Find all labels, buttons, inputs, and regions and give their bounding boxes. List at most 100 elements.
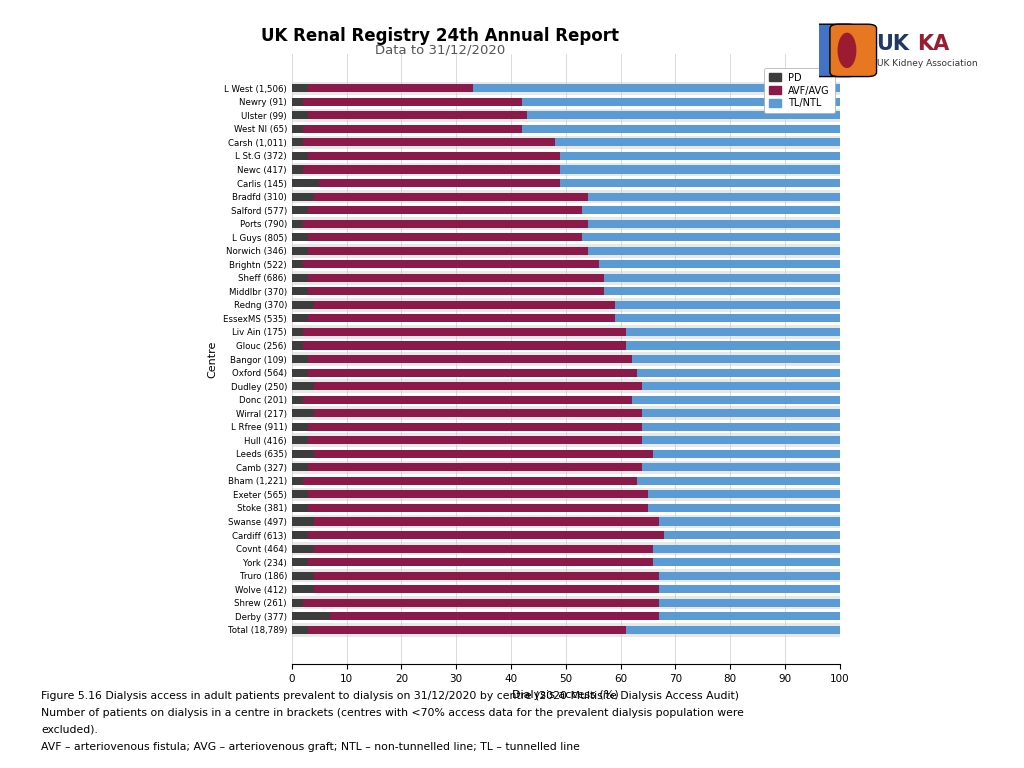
Bar <box>313 585 658 593</box>
Bar <box>308 287 604 296</box>
Bar <box>303 98 522 106</box>
Bar <box>292 474 840 488</box>
Bar <box>303 477 637 485</box>
Bar <box>308 558 653 566</box>
Bar <box>292 136 840 149</box>
Text: UK Renal Registry 24th Annual Report: UK Renal Registry 24th Annual Report <box>261 27 620 45</box>
Text: UK: UK <box>877 34 909 54</box>
Bar <box>292 108 840 122</box>
Bar <box>292 626 308 634</box>
Bar <box>642 382 840 390</box>
Bar <box>588 220 840 228</box>
Bar <box>588 247 840 255</box>
Bar <box>292 233 308 241</box>
Bar <box>292 149 840 163</box>
Bar <box>292 312 840 325</box>
Bar <box>292 204 840 217</box>
Bar <box>292 260 303 268</box>
Text: UK Kidney Association: UK Kidney Association <box>877 59 977 68</box>
Bar <box>583 233 840 241</box>
Bar <box>292 230 840 244</box>
Bar <box>292 138 303 147</box>
Bar <box>292 612 330 621</box>
Bar <box>292 366 840 379</box>
Text: excluded).: excluded). <box>41 725 98 735</box>
Bar <box>292 81 840 95</box>
Bar <box>604 287 840 296</box>
Bar <box>292 463 308 472</box>
Bar <box>303 342 626 349</box>
Bar <box>292 406 840 420</box>
Text: KA: KA <box>916 34 949 54</box>
Ellipse shape <box>838 32 856 68</box>
Bar <box>615 301 840 309</box>
Bar <box>292 339 840 353</box>
Bar <box>292 285 840 298</box>
Text: Data to 31/12/2020: Data to 31/12/2020 <box>375 44 506 57</box>
Bar <box>560 179 840 187</box>
Bar <box>308 355 632 363</box>
Bar <box>292 379 840 393</box>
Bar <box>292 610 840 623</box>
Bar <box>292 433 840 447</box>
Text: AVF – arteriovenous fistula; AVG – arteriovenous graft; NTL – non-tunnelled line: AVF – arteriovenous fistula; AVG – arter… <box>41 742 580 752</box>
Bar <box>308 369 637 376</box>
Bar <box>626 626 840 634</box>
Bar <box>292 450 313 458</box>
Bar <box>303 220 588 228</box>
Bar <box>292 382 313 390</box>
Bar <box>313 518 658 525</box>
Bar <box>292 314 308 323</box>
Bar <box>313 450 653 458</box>
Bar <box>626 328 840 336</box>
Bar <box>292 531 308 539</box>
Bar <box>292 490 308 498</box>
FancyBboxPatch shape <box>810 25 857 77</box>
Bar <box>292 247 308 255</box>
Bar <box>308 247 588 255</box>
Bar <box>313 382 642 390</box>
Bar <box>292 502 840 515</box>
Bar <box>308 436 642 445</box>
Bar <box>658 599 840 607</box>
Bar <box>292 545 313 553</box>
Bar <box>599 260 840 268</box>
Bar <box>560 152 840 160</box>
Bar <box>653 450 840 458</box>
Bar <box>583 206 840 214</box>
Bar <box>308 152 560 160</box>
Bar <box>522 125 840 133</box>
Bar <box>653 558 840 566</box>
Bar <box>292 217 840 230</box>
Bar <box>292 582 840 596</box>
Bar <box>292 122 840 136</box>
Bar <box>292 298 840 312</box>
Bar <box>308 504 648 512</box>
Bar <box>313 409 642 417</box>
Bar <box>313 193 588 200</box>
Bar <box>560 165 840 174</box>
Legend: PD, AVF/AVG, TL/NTL: PD, AVF/AVG, TL/NTL <box>764 68 835 114</box>
Bar <box>292 125 303 133</box>
Bar <box>642 422 840 431</box>
Bar <box>292 271 840 285</box>
Bar <box>292 596 840 610</box>
Bar <box>292 477 303 485</box>
Bar <box>292 355 308 363</box>
Bar <box>308 314 615 323</box>
Bar <box>292 488 840 502</box>
Bar <box>292 328 303 336</box>
Bar <box>319 179 560 187</box>
Bar <box>292 420 840 433</box>
Bar <box>292 436 308 445</box>
Bar <box>292 98 303 106</box>
Bar <box>642 409 840 417</box>
Bar <box>292 447 840 461</box>
Bar <box>292 528 840 541</box>
Bar <box>303 138 555 147</box>
Bar <box>303 125 522 133</box>
Bar <box>658 571 840 580</box>
Bar <box>522 98 840 106</box>
Bar <box>292 95 840 108</box>
Bar <box>632 355 840 363</box>
